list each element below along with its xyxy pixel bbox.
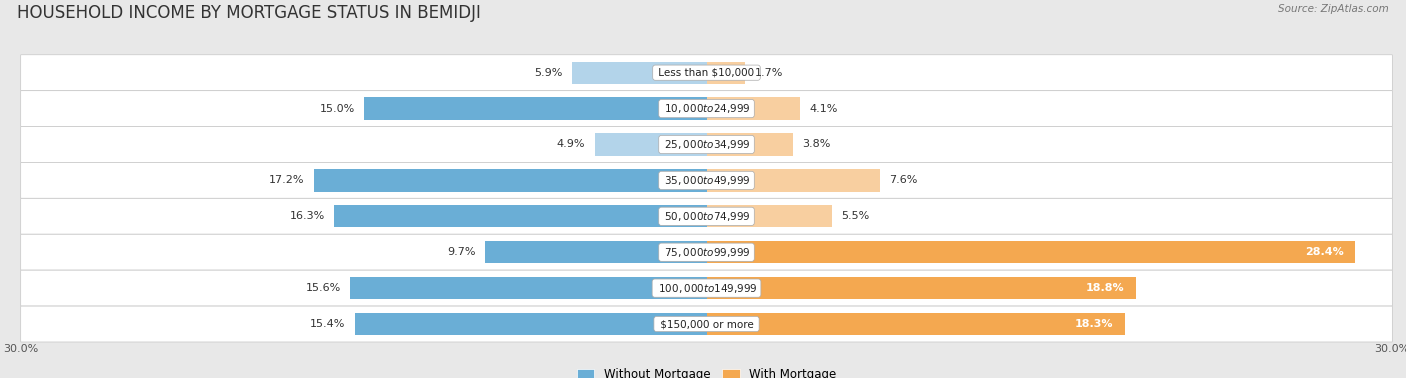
Text: $35,000 to $49,999: $35,000 to $49,999 [661,174,752,187]
Text: 5.9%: 5.9% [534,68,562,77]
Text: $75,000 to $99,999: $75,000 to $99,999 [661,246,752,259]
Bar [485,241,707,263]
Bar [707,62,745,84]
FancyBboxPatch shape [21,198,1392,234]
Bar [572,62,707,84]
Bar [364,98,707,120]
Text: 3.8%: 3.8% [803,139,831,149]
Bar [314,169,707,192]
Text: HOUSEHOLD INCOME BY MORTGAGE STATUS IN BEMIDJI: HOUSEHOLD INCOME BY MORTGAGE STATUS IN B… [17,4,481,22]
Bar [707,241,1355,263]
Text: $50,000 to $74,999: $50,000 to $74,999 [661,210,752,223]
Text: 15.6%: 15.6% [305,283,342,293]
Bar [707,313,1125,335]
Text: 18.8%: 18.8% [1085,283,1125,293]
FancyBboxPatch shape [21,55,1392,91]
Text: $150,000 or more: $150,000 or more [657,319,756,329]
Bar [354,313,707,335]
Bar [707,169,880,192]
Text: 28.4%: 28.4% [1305,247,1344,257]
Bar [707,98,800,120]
Bar [707,277,1136,299]
FancyBboxPatch shape [21,306,1392,342]
Text: Less than $10,000: Less than $10,000 [655,68,758,77]
Bar [707,205,832,228]
FancyBboxPatch shape [21,91,1392,127]
Bar [350,277,707,299]
Text: 4.1%: 4.1% [810,104,838,113]
Text: $10,000 to $24,999: $10,000 to $24,999 [661,102,752,115]
Text: 1.7%: 1.7% [755,68,783,77]
Text: 18.3%: 18.3% [1074,319,1114,329]
Text: 9.7%: 9.7% [447,247,475,257]
Text: 4.9%: 4.9% [557,139,585,149]
Bar [707,133,793,156]
FancyBboxPatch shape [21,234,1392,270]
Text: 15.0%: 15.0% [319,104,354,113]
Text: Source: ZipAtlas.com: Source: ZipAtlas.com [1278,4,1389,14]
FancyBboxPatch shape [21,270,1392,306]
Text: 15.4%: 15.4% [311,319,346,329]
Bar [335,205,707,228]
Text: $25,000 to $34,999: $25,000 to $34,999 [661,138,752,151]
Text: 16.3%: 16.3% [290,211,325,221]
Text: 5.5%: 5.5% [841,211,869,221]
Bar [595,133,707,156]
Text: 17.2%: 17.2% [269,175,305,185]
Text: 7.6%: 7.6% [890,175,918,185]
FancyBboxPatch shape [21,127,1392,163]
FancyBboxPatch shape [21,163,1392,198]
Text: $100,000 to $149,999: $100,000 to $149,999 [655,282,758,294]
Legend: Without Mortgage, With Mortgage: Without Mortgage, With Mortgage [572,364,841,378]
